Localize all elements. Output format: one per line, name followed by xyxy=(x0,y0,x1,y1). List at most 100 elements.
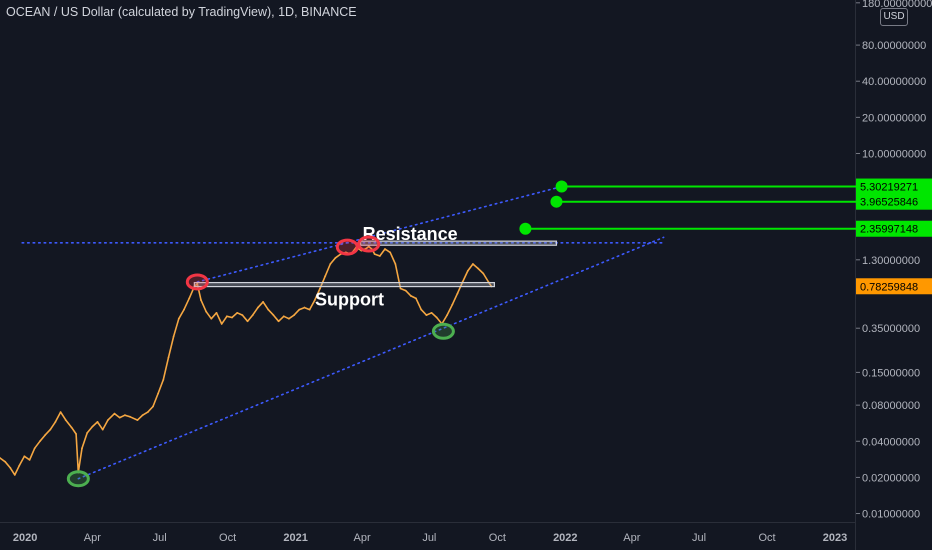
y-tick-label: 20.00000000 xyxy=(862,112,926,124)
price-point xyxy=(399,287,402,290)
price-point xyxy=(205,310,208,313)
price-point xyxy=(236,311,239,314)
price-point xyxy=(118,416,121,419)
price-point xyxy=(373,253,376,256)
target-level-dot xyxy=(550,195,563,208)
price-point xyxy=(13,473,16,476)
y-tick-label: 0.15000000 xyxy=(862,367,920,379)
price-point xyxy=(472,263,474,265)
price-point xyxy=(101,428,104,431)
x-tick-label: Jul xyxy=(422,532,436,544)
price-point xyxy=(415,297,417,300)
target-level-badge xyxy=(856,193,932,210)
price-point xyxy=(334,256,337,259)
price-point xyxy=(162,378,165,381)
price-point xyxy=(257,306,259,309)
price-point xyxy=(389,251,392,254)
price-point xyxy=(430,311,433,314)
target-level-label: 2.35997148 xyxy=(860,224,918,236)
price-point xyxy=(152,405,154,408)
x-tick-label: Oct xyxy=(219,532,236,544)
price-point xyxy=(91,425,94,428)
price-point xyxy=(277,320,280,323)
price-point xyxy=(456,292,459,295)
price-point xyxy=(394,263,397,265)
price-point xyxy=(86,431,89,434)
price-point xyxy=(420,308,423,311)
y-tick-label: 0.08000000 xyxy=(862,400,920,412)
price-point xyxy=(39,440,41,443)
currency-badge[interactable]: USD xyxy=(880,8,908,26)
price-point xyxy=(210,317,213,320)
price-point xyxy=(123,414,126,417)
price-point xyxy=(188,297,191,300)
price-point xyxy=(231,316,233,319)
price-point xyxy=(435,316,438,319)
price-point xyxy=(293,314,296,317)
price-point xyxy=(267,308,270,311)
price-point xyxy=(9,466,12,469)
target-level-dot xyxy=(519,222,532,235)
price-point xyxy=(146,411,149,414)
price-point xyxy=(113,412,116,415)
x-tick-label: 2022 xyxy=(553,532,577,544)
x-tick-label: Oct xyxy=(489,532,506,544)
x-tick-label: 2023 xyxy=(823,532,847,544)
price-point xyxy=(477,267,480,270)
price-point xyxy=(28,458,31,461)
price-point xyxy=(298,308,301,311)
price-point xyxy=(329,263,332,265)
price-point xyxy=(167,356,170,359)
price-point xyxy=(251,314,254,317)
price-point xyxy=(451,303,454,306)
price-point xyxy=(75,433,78,435)
x-tick-label: Apr xyxy=(84,532,101,544)
price-point xyxy=(49,428,52,431)
y-tick-label: 0.35000000 xyxy=(862,323,920,335)
price-point xyxy=(308,308,311,311)
price-point xyxy=(303,306,306,309)
y-tick-label: 10.00000000 xyxy=(862,148,926,160)
current-price-badge xyxy=(856,278,932,295)
resistance-label: Resistance xyxy=(363,224,458,244)
price-point xyxy=(106,419,109,422)
trough-marker xyxy=(431,322,455,340)
price-point xyxy=(225,315,228,318)
y-tick-label: 80.00000000 xyxy=(862,40,926,52)
price-point xyxy=(136,419,139,422)
lower-trendline xyxy=(77,236,665,480)
x-tick-label: Apr xyxy=(623,532,640,544)
price-point xyxy=(157,392,160,395)
target-level-label: 5.30219271 xyxy=(860,182,918,194)
price-point xyxy=(319,287,321,290)
y-tick-label: 40.00000000 xyxy=(862,76,926,88)
price-point xyxy=(288,317,290,320)
price-point xyxy=(425,314,428,317)
price-point xyxy=(70,426,73,429)
price-point xyxy=(367,245,370,248)
peak-marker xyxy=(185,273,209,291)
price-point xyxy=(272,314,275,317)
price-point xyxy=(246,320,249,323)
price-point xyxy=(220,323,223,325)
x-tick-label: 2020 xyxy=(13,532,37,544)
y-tick-label: 0.04000000 xyxy=(862,436,920,448)
peak-marker xyxy=(335,238,359,256)
resistance-zone xyxy=(360,240,558,246)
price-point xyxy=(409,295,412,297)
current-price-label: 0.78259848 xyxy=(860,281,918,293)
price-point xyxy=(23,455,26,458)
target-level-label: 3.96525846 xyxy=(860,197,918,209)
target-level-dot xyxy=(555,180,568,193)
y-tick-label: 180.00000000 xyxy=(862,0,932,10)
price-point xyxy=(241,314,244,317)
x-tick-label: Oct xyxy=(758,532,775,544)
price-point xyxy=(482,272,485,275)
price-point xyxy=(4,460,7,463)
peak-marker xyxy=(357,235,381,253)
x-tick-label: 2021 xyxy=(283,532,307,544)
price-point xyxy=(466,270,469,272)
price-point xyxy=(18,464,21,467)
price-point xyxy=(33,447,36,450)
